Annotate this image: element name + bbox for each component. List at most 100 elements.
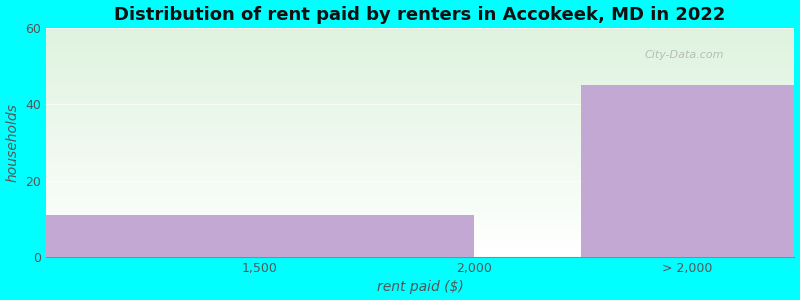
Bar xyxy=(46,29,794,30)
Bar xyxy=(46,69,794,70)
Bar xyxy=(46,58,794,59)
Bar xyxy=(46,133,794,134)
Bar xyxy=(46,90,794,91)
Bar xyxy=(46,40,794,41)
Bar xyxy=(46,111,794,112)
Bar xyxy=(46,34,794,35)
Bar xyxy=(46,247,794,248)
Bar xyxy=(46,170,794,171)
Bar xyxy=(46,128,794,129)
Bar xyxy=(46,76,794,77)
Bar xyxy=(46,253,794,254)
Bar xyxy=(46,52,794,53)
Bar xyxy=(46,197,794,198)
Bar xyxy=(46,131,794,132)
Bar xyxy=(46,212,794,213)
Bar xyxy=(46,160,794,161)
Bar xyxy=(46,244,794,245)
Bar xyxy=(46,44,794,45)
Bar xyxy=(46,195,794,196)
Bar xyxy=(46,62,794,63)
Bar xyxy=(46,141,794,142)
Bar xyxy=(46,228,794,229)
Bar xyxy=(46,166,794,167)
Bar xyxy=(46,84,794,85)
Bar xyxy=(46,114,794,115)
Bar xyxy=(46,126,794,127)
Bar xyxy=(46,102,794,103)
Bar xyxy=(46,248,794,249)
Bar xyxy=(46,49,794,50)
Bar xyxy=(46,155,794,156)
Bar xyxy=(46,153,794,154)
Bar xyxy=(46,63,794,64)
Bar xyxy=(46,75,794,76)
Title: Distribution of rent paid by renters in Accokeek, MD in 2022: Distribution of rent paid by renters in … xyxy=(114,6,726,24)
Bar xyxy=(46,173,794,174)
Bar xyxy=(46,158,794,159)
Bar xyxy=(46,186,794,187)
Bar xyxy=(46,98,794,99)
Bar xyxy=(46,101,794,102)
Bar xyxy=(46,151,794,152)
Bar xyxy=(581,85,794,257)
Bar xyxy=(46,220,794,221)
Bar xyxy=(46,185,794,186)
Bar xyxy=(46,184,794,185)
Bar xyxy=(46,172,794,173)
Bar xyxy=(46,226,794,227)
Bar xyxy=(46,251,794,252)
Bar xyxy=(46,106,794,107)
Bar xyxy=(46,87,794,88)
Bar xyxy=(46,73,794,74)
Bar xyxy=(46,165,794,166)
Bar xyxy=(46,94,794,95)
Bar xyxy=(46,238,794,239)
Bar xyxy=(46,39,794,40)
Bar xyxy=(46,174,794,175)
Bar xyxy=(46,181,794,182)
Bar xyxy=(46,93,794,94)
Bar xyxy=(46,68,794,69)
Bar xyxy=(46,237,794,238)
Bar xyxy=(46,56,794,57)
Bar xyxy=(46,41,794,42)
Bar xyxy=(46,222,794,223)
Bar xyxy=(46,215,474,257)
Bar xyxy=(46,201,794,202)
Bar xyxy=(46,147,794,148)
Bar xyxy=(46,136,794,137)
Bar xyxy=(46,74,794,75)
Bar xyxy=(46,146,794,147)
Bar xyxy=(46,245,794,246)
Bar xyxy=(46,108,794,109)
Bar xyxy=(46,217,794,218)
Bar xyxy=(46,223,794,224)
Bar xyxy=(46,203,794,204)
Bar xyxy=(46,117,794,118)
Bar xyxy=(46,125,794,126)
Bar xyxy=(46,144,794,145)
Bar xyxy=(46,55,794,56)
Bar xyxy=(46,234,794,235)
Bar xyxy=(46,188,794,189)
Bar xyxy=(46,235,794,236)
Bar xyxy=(46,236,794,237)
Bar xyxy=(46,178,794,179)
Bar xyxy=(46,157,794,158)
Bar xyxy=(46,30,794,31)
Bar xyxy=(46,112,794,113)
Bar xyxy=(46,154,794,155)
Bar xyxy=(46,161,794,162)
Bar xyxy=(46,134,794,135)
Bar xyxy=(46,113,794,114)
Bar xyxy=(46,179,794,180)
Bar xyxy=(46,148,794,149)
Bar xyxy=(46,193,794,194)
Bar xyxy=(46,99,794,100)
Bar xyxy=(46,218,794,219)
Bar xyxy=(46,82,794,83)
Bar xyxy=(46,61,794,62)
Bar xyxy=(46,249,794,250)
Bar xyxy=(46,162,794,163)
